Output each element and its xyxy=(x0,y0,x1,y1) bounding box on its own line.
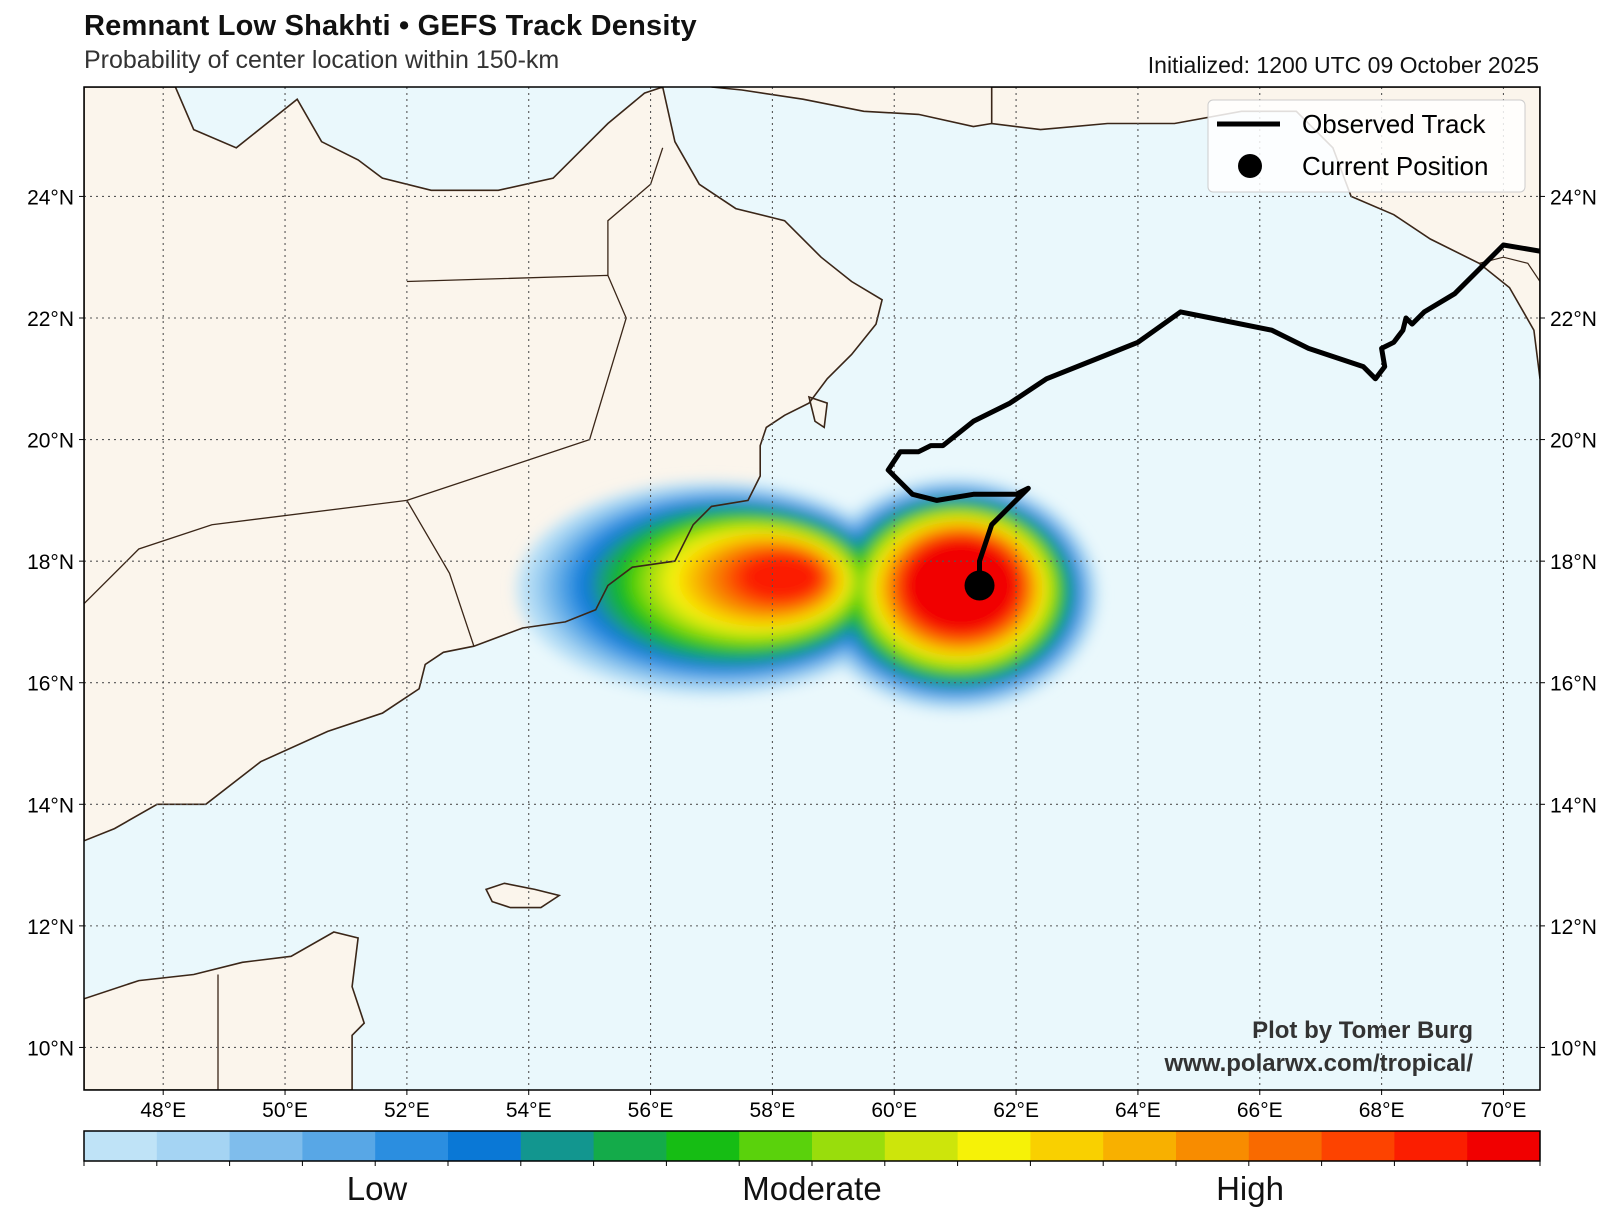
arabia-coastline xyxy=(84,87,884,842)
colorbar-swatch xyxy=(593,1131,667,1161)
lat-tick-label-right: 24°N xyxy=(1550,186,1597,209)
colorbar-swatch xyxy=(957,1131,1031,1161)
lat-tick-label-right: 22°N xyxy=(1550,308,1597,331)
density-lobe-west xyxy=(741,554,820,600)
lon-tick-label: 68°E xyxy=(1359,1099,1405,1122)
current-position-marker xyxy=(964,570,995,601)
lon-tick-label: 64°E xyxy=(1115,1099,1161,1122)
iran-coastline xyxy=(711,87,992,128)
colorbar-label-moderate: Moderate xyxy=(742,1170,882,1207)
colorbar-swatch xyxy=(666,1131,740,1161)
country-border xyxy=(406,500,475,647)
axis-ticks: 48°E 50°E 52°E 54°E 56°E 58°E 60°E 62°E 64°E 66°E… xyxy=(27,186,1597,1122)
lat-tick-label-left: 10°N xyxy=(27,1037,74,1060)
lat-tick-label-left: 14°N xyxy=(27,794,74,817)
lon-tick-label: 56°E xyxy=(628,1099,674,1122)
lon-tick-label: 60°E xyxy=(871,1099,917,1122)
somalia-land xyxy=(84,932,365,1090)
map-frame xyxy=(83,86,1541,1091)
lat-tick-label-right: 14°N xyxy=(1550,794,1597,817)
somalia-coastline xyxy=(84,931,366,1090)
legend-box: Observed Track Current Position xyxy=(1207,99,1526,193)
density-contours xyxy=(516,479,1099,711)
chart-subtitle: Probability of center location within 15… xyxy=(84,46,560,74)
observed-track-line xyxy=(885,242,1540,588)
init-time: Initialized: 1200 UTC 09 October 2025 xyxy=(1147,52,1539,78)
colorbar-swatch xyxy=(229,1131,303,1161)
colorbar-swatch xyxy=(739,1131,813,1161)
lat-tick-label-right: 12°N xyxy=(1550,916,1597,939)
lat-tick-label-left: 16°N xyxy=(27,673,74,696)
colorbar-swatch xyxy=(884,1131,959,1161)
lon-tick-label: 50°E xyxy=(262,1099,308,1122)
graticule xyxy=(84,87,1540,1090)
lat-tick-label-left: 24°N xyxy=(27,186,74,209)
lat-tick-label-left: 12°N xyxy=(27,916,74,939)
lon-tick-label: 54°E xyxy=(506,1099,552,1122)
lon-tick-label: 66°E xyxy=(1237,1099,1283,1122)
colorbar xyxy=(83,1130,1541,1166)
country-border xyxy=(84,499,407,605)
colorbar-swatch xyxy=(302,1131,376,1161)
colorbar-swatch xyxy=(520,1131,595,1161)
density-level xyxy=(906,539,1017,632)
arabia-land xyxy=(84,87,883,841)
lat-tick-label-left: 18°N xyxy=(27,551,74,574)
colorbar-swatch xyxy=(156,1131,231,1161)
lat-tick-label-right: 20°N xyxy=(1550,430,1597,453)
lat-tick-label-right: 18°N xyxy=(1550,551,1597,574)
lat-tick-label-left: 20°N xyxy=(27,430,74,453)
colorbar-swatch xyxy=(1248,1131,1323,1161)
colorbar-label-low: Low xyxy=(346,1170,408,1207)
density-lobe-east xyxy=(906,539,1017,632)
lon-tick-label: 70°E xyxy=(1481,1099,1527,1122)
lon-tick-label: 48°E xyxy=(140,1099,186,1122)
current-position-swatch xyxy=(1238,154,1262,178)
lon-tick-label: 58°E xyxy=(750,1099,796,1122)
legend-current-label: Current Position xyxy=(1302,151,1488,181)
lon-tick-label: 52°E xyxy=(384,1099,430,1122)
socotra-land xyxy=(486,883,560,908)
colorbar-swatch xyxy=(1030,1131,1104,1161)
colorbar-swatch xyxy=(1176,1131,1250,1161)
lon-tick-label: 62°E xyxy=(993,1099,1039,1122)
masirah-coastline xyxy=(807,395,829,429)
colorbar-swatch xyxy=(84,1131,158,1161)
track-density-field xyxy=(516,479,1099,711)
iran-land xyxy=(711,87,992,127)
colorbar-swatch xyxy=(1394,1131,1468,1161)
legend-observed-label: Observed Track xyxy=(1302,109,1487,139)
colorbar-label-high: High xyxy=(1216,1170,1284,1207)
colorbar-swatch xyxy=(375,1131,449,1161)
colorbar-swatch xyxy=(1321,1131,1395,1161)
colorbar-swatch xyxy=(812,1131,886,1161)
credit-url: www.polarwx.com/tropical/ xyxy=(1164,1050,1473,1077)
country-border xyxy=(607,147,664,276)
colorbar-swatch xyxy=(1103,1131,1177,1161)
observed-track xyxy=(885,242,1540,601)
colorbar-swatch xyxy=(448,1131,522,1161)
colorbar-swatch xyxy=(1467,1131,1541,1161)
lat-tick-label-left: 22°N xyxy=(27,308,74,331)
lat-tick-label-right: 16°N xyxy=(1550,673,1597,696)
socotra-coastline xyxy=(484,882,562,909)
chart-title: Remnant Low Shakhti • GEFS Track Density xyxy=(84,10,697,42)
lat-tick-label-right: 10°N xyxy=(1550,1037,1597,1060)
credit-author: Plot by Tomer Burg xyxy=(1252,1017,1473,1044)
masirah-land xyxy=(809,397,828,428)
